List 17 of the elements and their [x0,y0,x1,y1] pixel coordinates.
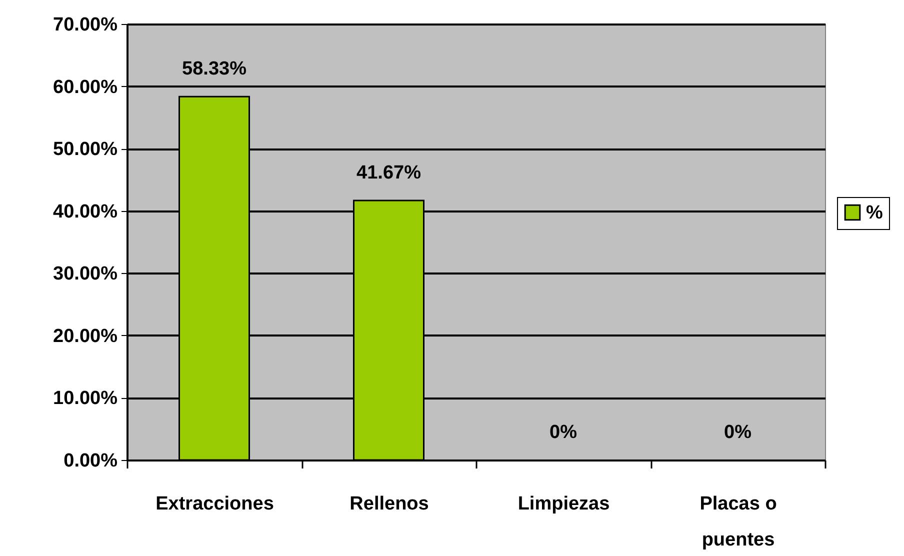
x-tick-label: Placas o puentes [700,494,777,550]
data-label: 41.67% [356,162,422,184]
y-tick-label: 70.00% [53,14,118,36]
x-tick-label: Limpiezas [518,494,610,514]
data-label: 0% [550,422,578,443]
y-tick-label: 20.00% [53,326,118,347]
y-tick-label: 0.00% [64,450,118,472]
y-tick-label: 40.00% [53,201,118,222]
legend-label: % [866,202,883,224]
y-tick-label: 10.00% [53,388,118,410]
x-tick-label: Rellenos [350,494,429,514]
data-label: 58.33% [182,58,247,80]
y-tick-label: 50.00% [53,139,118,160]
x-tick-label: Extracciones [156,494,274,514]
y-tick-label: 30.00% [53,264,118,285]
y-tick-label: 60.00% [53,76,118,98]
data-label: 0% [724,422,752,443]
